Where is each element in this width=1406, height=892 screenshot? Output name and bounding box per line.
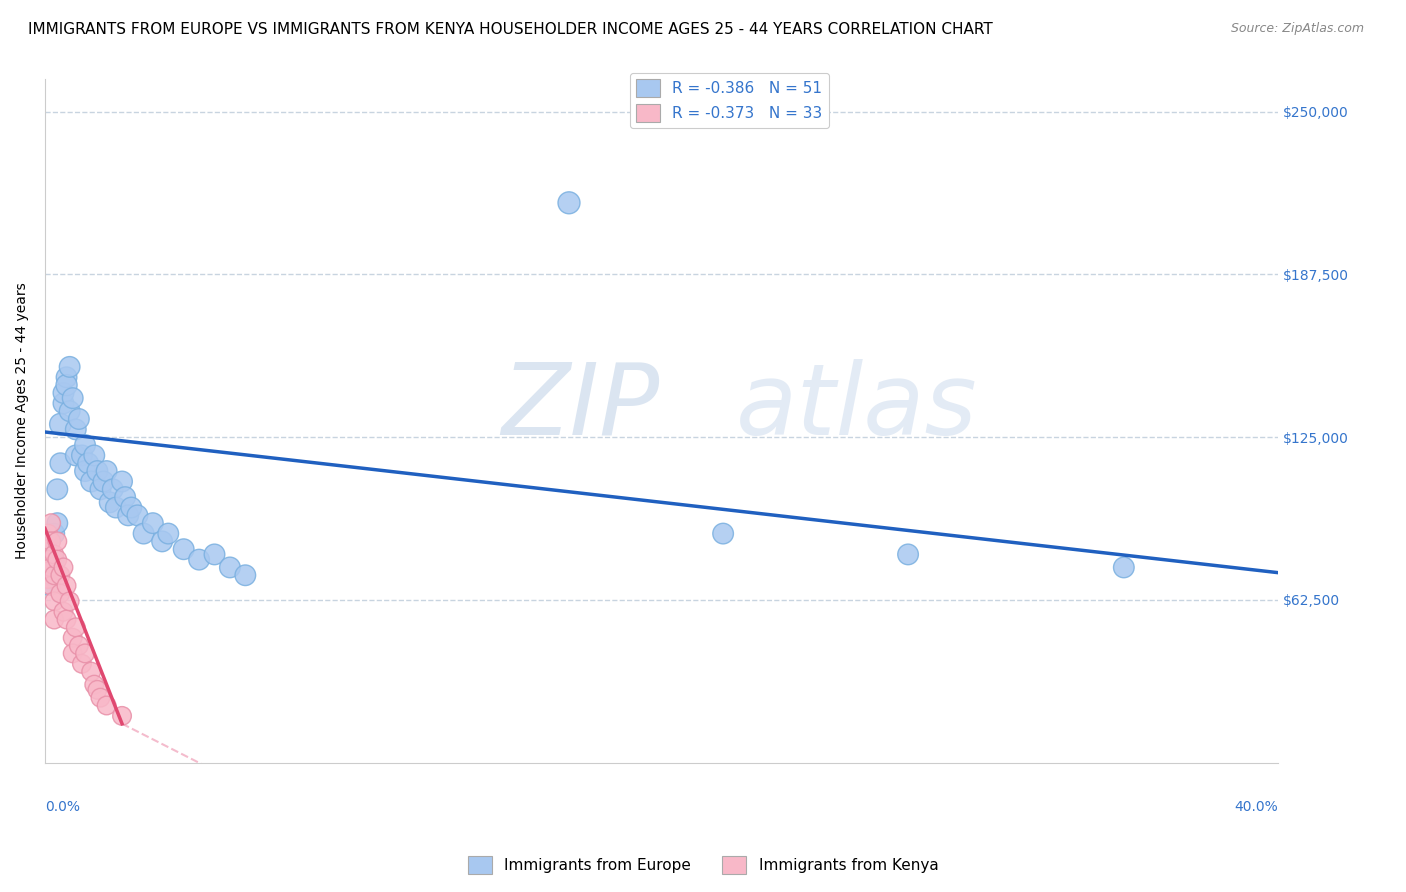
Point bbox=[96, 464, 118, 478]
Point bbox=[49, 568, 72, 582]
Point bbox=[44, 613, 66, 627]
Point bbox=[44, 568, 66, 582]
Legend: Immigrants from Europe, Immigrants from Kenya: Immigrants from Europe, Immigrants from … bbox=[461, 850, 945, 880]
Point bbox=[55, 579, 77, 593]
Point bbox=[120, 500, 142, 515]
Point bbox=[132, 526, 155, 541]
Point bbox=[157, 526, 180, 541]
Point bbox=[46, 552, 69, 566]
Point bbox=[142, 516, 165, 531]
Y-axis label: Householder Income Ages 25 - 44 years: Householder Income Ages 25 - 44 years bbox=[15, 283, 30, 559]
Point bbox=[49, 586, 72, 600]
Point bbox=[65, 422, 87, 436]
Point bbox=[114, 490, 136, 504]
Point bbox=[70, 657, 93, 671]
Point bbox=[44, 552, 66, 566]
Point bbox=[96, 698, 118, 713]
Point bbox=[101, 483, 124, 497]
Point bbox=[37, 542, 59, 557]
Point bbox=[59, 404, 82, 418]
Point bbox=[77, 456, 100, 470]
Legend: R = -0.386   N = 51, R = -0.373   N = 33: R = -0.386 N = 51, R = -0.373 N = 33 bbox=[630, 73, 830, 128]
Point bbox=[37, 526, 59, 541]
Point bbox=[188, 552, 211, 566]
Point bbox=[897, 548, 920, 562]
Point bbox=[111, 475, 134, 489]
Point bbox=[104, 500, 127, 515]
Point bbox=[204, 548, 226, 562]
Point bbox=[150, 534, 173, 549]
Text: atlas: atlas bbox=[735, 359, 977, 456]
Text: 40.0%: 40.0% bbox=[1234, 800, 1278, 814]
Point bbox=[62, 391, 84, 405]
Point bbox=[37, 568, 59, 582]
Point bbox=[65, 620, 87, 634]
Point bbox=[89, 690, 111, 705]
Point bbox=[73, 464, 96, 478]
Text: IMMIGRANTS FROM EUROPE VS IMMIGRANTS FROM KENYA HOUSEHOLDER INCOME AGES 25 - 44 : IMMIGRANTS FROM EUROPE VS IMMIGRANTS FRO… bbox=[28, 22, 993, 37]
Point bbox=[219, 560, 242, 574]
Point bbox=[73, 647, 96, 661]
Point bbox=[83, 678, 105, 692]
Point bbox=[55, 370, 77, 384]
Point bbox=[86, 464, 108, 478]
Point bbox=[233, 568, 256, 582]
Point bbox=[55, 378, 77, 392]
Point bbox=[52, 396, 75, 410]
Point bbox=[39, 516, 62, 531]
Point bbox=[89, 483, 111, 497]
Point bbox=[62, 647, 84, 661]
Point bbox=[37, 552, 59, 566]
Point bbox=[39, 534, 62, 549]
Point bbox=[70, 449, 93, 463]
Point bbox=[52, 605, 75, 619]
Point bbox=[37, 560, 59, 574]
Point bbox=[558, 195, 581, 210]
Point bbox=[62, 631, 84, 645]
Point bbox=[46, 483, 69, 497]
Point bbox=[86, 682, 108, 697]
Point bbox=[46, 534, 69, 549]
Point bbox=[65, 449, 87, 463]
Text: ZIP: ZIP bbox=[501, 359, 659, 456]
Point bbox=[44, 526, 66, 541]
Point bbox=[49, 417, 72, 432]
Point bbox=[55, 613, 77, 627]
Point bbox=[67, 639, 90, 653]
Point bbox=[80, 475, 103, 489]
Point bbox=[117, 508, 139, 523]
Point bbox=[127, 508, 149, 523]
Point bbox=[67, 412, 90, 426]
Point bbox=[83, 449, 105, 463]
Point bbox=[49, 456, 72, 470]
Point bbox=[59, 359, 82, 374]
Point bbox=[44, 594, 66, 608]
Point bbox=[59, 594, 82, 608]
Point bbox=[39, 568, 62, 582]
Point bbox=[93, 475, 115, 489]
Point bbox=[1112, 560, 1135, 574]
Point bbox=[52, 386, 75, 401]
Point bbox=[39, 560, 62, 574]
Point bbox=[52, 560, 75, 574]
Point bbox=[73, 438, 96, 452]
Text: Source: ZipAtlas.com: Source: ZipAtlas.com bbox=[1230, 22, 1364, 36]
Point bbox=[44, 548, 66, 562]
Point bbox=[98, 495, 121, 509]
Point bbox=[111, 709, 134, 723]
Point bbox=[173, 542, 195, 557]
Point bbox=[37, 579, 59, 593]
Point bbox=[80, 665, 103, 679]
Point bbox=[39, 579, 62, 593]
Point bbox=[39, 548, 62, 562]
Point bbox=[46, 516, 69, 531]
Text: 0.0%: 0.0% bbox=[45, 800, 80, 814]
Point bbox=[711, 526, 734, 541]
